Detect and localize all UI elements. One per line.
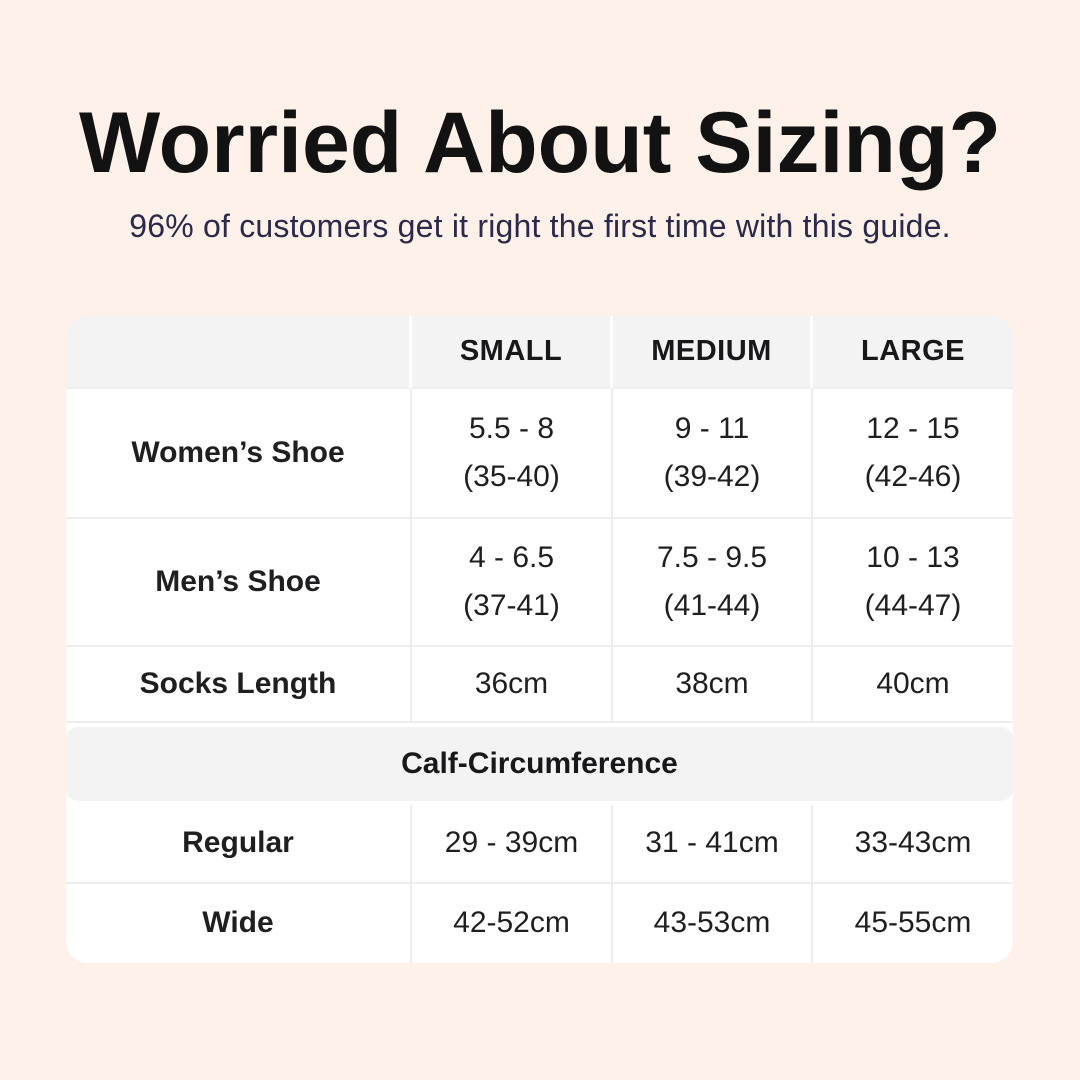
column-header-empty — [66, 316, 412, 389]
page-title: Worried About Sizing? — [78, 95, 1002, 191]
cell-value: 43-53cm — [653, 906, 771, 940]
cell-value-eu: (37-41) — [463, 588, 560, 622]
cell-value: 42-52cm — [453, 906, 570, 940]
table-cell: 29 - 39cm — [412, 805, 613, 884]
column-header-large: LARGE — [813, 316, 1013, 389]
table-cell: 10 - 13 (44-47) — [813, 519, 1013, 647]
cell-value: 29 - 39cm — [444, 826, 579, 860]
cell-value-eu: (35-40) — [463, 459, 560, 493]
cell-value: 38cm — [675, 666, 749, 700]
cell-value: 36cm — [474, 666, 549, 700]
cell-value-eu: (39-42) — [663, 459, 761, 493]
cell-value: 5.5 - 8 — [468, 412, 555, 445]
cell-value: 31 - 41cm — [645, 826, 779, 860]
table-cell: 42-52cm — [412, 884, 613, 963]
cell-value: 45-55cm — [854, 906, 972, 940]
cell-value-eu: (41-44) — [663, 588, 761, 622]
row-label-mens-shoe: Men’s Shoe — [66, 519, 412, 647]
cell-value: 7.5 - 9.5 — [656, 541, 768, 574]
column-header-medium: MEDIUM — [613, 316, 813, 389]
table-cell: 36cm — [412, 647, 613, 723]
cell-value: 40cm — [876, 666, 950, 700]
table-cell: 38cm — [613, 647, 813, 723]
row-label-regular: Regular — [66, 805, 412, 884]
cell-value: 10 - 13 — [866, 541, 960, 574]
table-cell: 40cm — [813, 647, 1013, 723]
row-label-wide: Wide — [66, 884, 412, 963]
table-cell: 7.5 - 9.5 (41-44) — [613, 519, 813, 647]
cell-value-eu: (44-47) — [864, 588, 962, 622]
size-chart-table: SMALL MEDIUM LARGE Women’s Shoe 5.5 - 8 … — [66, 316, 1013, 963]
row-label-socks-length: Socks Length — [66, 647, 412, 723]
cell-value-eu: (42-46) — [864, 459, 962, 493]
table-cell: 31 - 41cm — [613, 805, 813, 884]
table-cell: 4 - 6.5 (37-41) — [412, 519, 613, 647]
table-cell: 12 - 15 (42-46) — [813, 389, 1013, 519]
section-header-calf-circumference: Calf-Circumference — [66, 723, 1013, 805]
page-subtitle: 96% of customers get it right the first … — [129, 208, 951, 244]
cell-value: 12 - 15 — [866, 412, 960, 445]
table-cell: 9 - 11 (39-42) — [613, 389, 813, 519]
cell-value: 9 - 11 — [674, 412, 750, 445]
row-label-womens-shoe: Women’s Shoe — [66, 389, 412, 519]
table-cell: 5.5 - 8 (35-40) — [412, 389, 613, 519]
cell-value: 4 - 6.5 — [468, 541, 555, 574]
table-cell: 45-55cm — [813, 884, 1013, 963]
table-cell: 33-43cm — [813, 805, 1013, 884]
table-cell: 43-53cm — [613, 884, 813, 963]
column-header-small: SMALL — [412, 316, 613, 389]
cell-value: 33-43cm — [854, 826, 972, 860]
